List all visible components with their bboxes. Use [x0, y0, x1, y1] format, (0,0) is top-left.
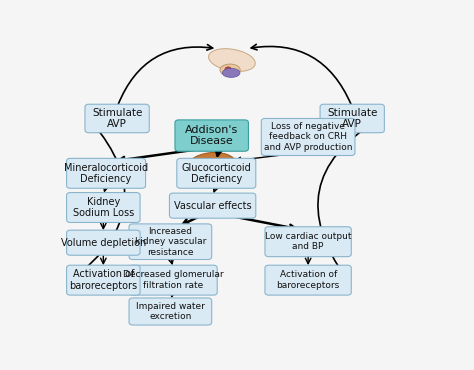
- Text: Glucocorticoid
Deficiency: Glucocorticoid Deficiency: [182, 162, 251, 184]
- Text: Vascular effects: Vascular effects: [174, 201, 251, 211]
- Text: Low cardiac output
and BP: Low cardiac output and BP: [265, 232, 351, 251]
- Ellipse shape: [186, 152, 237, 181]
- FancyBboxPatch shape: [261, 118, 355, 155]
- FancyBboxPatch shape: [66, 158, 146, 188]
- FancyBboxPatch shape: [169, 193, 256, 218]
- Text: Kidney
Sodium Loss: Kidney Sodium Loss: [73, 197, 134, 218]
- FancyBboxPatch shape: [66, 192, 140, 222]
- Text: Decreased glomerular
filtration rate: Decreased glomerular filtration rate: [123, 270, 223, 290]
- Ellipse shape: [202, 160, 228, 176]
- Text: Volume depletion: Volume depletion: [61, 238, 146, 248]
- FancyBboxPatch shape: [265, 227, 351, 257]
- Text: Activation of
baroreceptors: Activation of baroreceptors: [276, 270, 340, 290]
- FancyBboxPatch shape: [129, 298, 212, 325]
- Ellipse shape: [225, 67, 231, 72]
- Text: Stimulate
AVP: Stimulate AVP: [92, 108, 142, 129]
- FancyBboxPatch shape: [85, 104, 149, 133]
- FancyBboxPatch shape: [265, 265, 351, 295]
- FancyBboxPatch shape: [66, 230, 140, 255]
- FancyBboxPatch shape: [177, 158, 256, 188]
- Text: Increased
kidney vascular
resistance: Increased kidney vascular resistance: [135, 227, 206, 256]
- FancyBboxPatch shape: [129, 224, 212, 259]
- Text: Addison's
Disease: Addison's Disease: [185, 125, 238, 147]
- Text: Activation of
baroreceptors: Activation of baroreceptors: [69, 269, 137, 291]
- Text: Impaired water
excretion: Impaired water excretion: [136, 302, 205, 321]
- Text: Loss of negative
feedback on CRH
and AVP production: Loss of negative feedback on CRH and AVP…: [264, 122, 352, 152]
- FancyBboxPatch shape: [320, 104, 384, 133]
- Ellipse shape: [209, 49, 255, 71]
- Text: Mineralocorticoid
Deficiency: Mineralocorticoid Deficiency: [64, 162, 148, 184]
- FancyBboxPatch shape: [129, 265, 217, 295]
- Text: Stimulate
AVP: Stimulate AVP: [327, 108, 377, 129]
- FancyBboxPatch shape: [66, 265, 140, 295]
- Ellipse shape: [222, 68, 240, 77]
- Ellipse shape: [220, 64, 240, 76]
- FancyBboxPatch shape: [175, 120, 248, 151]
